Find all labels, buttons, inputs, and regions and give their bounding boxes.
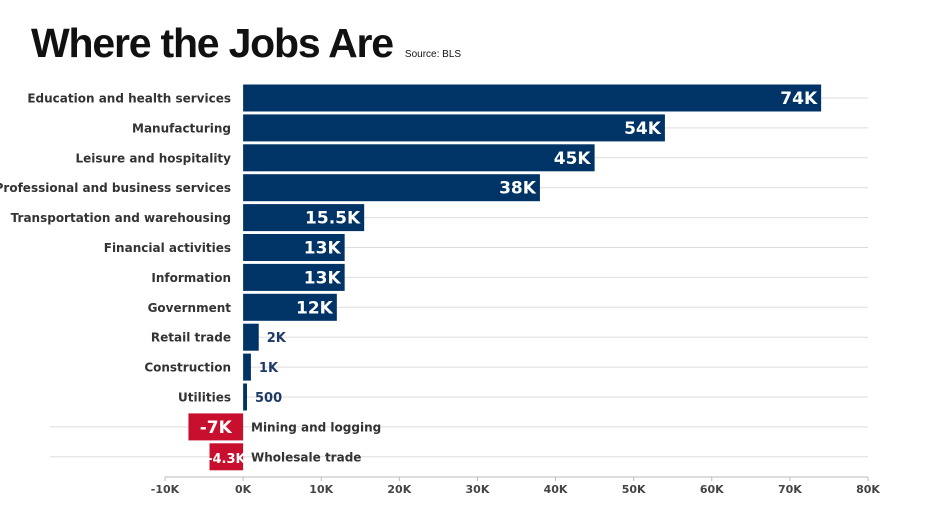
category-label: Mining and logging	[251, 420, 381, 434]
category-label: Manufacturing	[132, 121, 231, 135]
category-label: Financial activities	[104, 241, 231, 255]
bar	[209, 443, 244, 471]
category-label: Transportation and warehousing	[11, 211, 231, 225]
x-tick-label: 30K	[466, 483, 490, 496]
value-label: 45K	[554, 149, 592, 169]
category-label: Utilities	[178, 391, 231, 405]
x-tick-label: 50K	[622, 483, 646, 496]
x-tick-label: 40K	[544, 483, 568, 496]
bar	[243, 353, 251, 381]
bar	[188, 413, 244, 441]
value-label: 15.5K	[305, 209, 361, 229]
bar	[243, 293, 337, 321]
x-tick-label: 10K	[309, 483, 333, 496]
value-label: 54K	[624, 119, 662, 139]
category-label: Education and health services	[27, 92, 231, 106]
chart-title: Where the Jobs Are	[31, 20, 394, 66]
value-label: -4.3K	[207, 452, 246, 467]
bar	[243, 114, 665, 142]
bar	[243, 204, 365, 232]
value-label: 74K	[780, 89, 818, 109]
x-tick-label: -10K	[151, 483, 180, 496]
bar	[243, 84, 822, 112]
x-tick-label: 0K	[235, 483, 252, 496]
bar	[243, 174, 540, 202]
x-tick-label: 80K	[856, 483, 880, 496]
category-label: Professional and business services	[0, 181, 231, 195]
value-label: 38K	[499, 179, 537, 199]
x-tick-label: 20K	[387, 483, 411, 496]
bar	[243, 234, 345, 261]
bar	[243, 323, 259, 351]
bar	[243, 263, 345, 291]
value-label: -7K	[200, 418, 233, 438]
value-label: 2K	[267, 331, 287, 346]
category-label: Government	[148, 301, 232, 315]
category-label: Retail trade	[151, 331, 231, 345]
value-label: 1K	[259, 361, 279, 376]
source-note: Source: BLS	[404, 49, 462, 60]
x-tick-label: 60K	[700, 483, 724, 496]
bar	[243, 383, 248, 411]
value-label: 13K	[304, 239, 342, 259]
category-label: Information	[151, 271, 231, 285]
value-label: 500	[255, 391, 282, 406]
chart-header: Where the Jobs Are Source: BLS	[31, 20, 461, 67]
category-label: Wholesale trade	[251, 450, 361, 464]
category-label: Leisure and hospitality	[76, 151, 232, 165]
category-label: Construction	[144, 361, 231, 375]
bar	[243, 144, 595, 172]
x-tick-label: 70K	[778, 483, 802, 496]
value-label: 13K	[304, 268, 342, 288]
value-label: 12K	[296, 298, 334, 318]
